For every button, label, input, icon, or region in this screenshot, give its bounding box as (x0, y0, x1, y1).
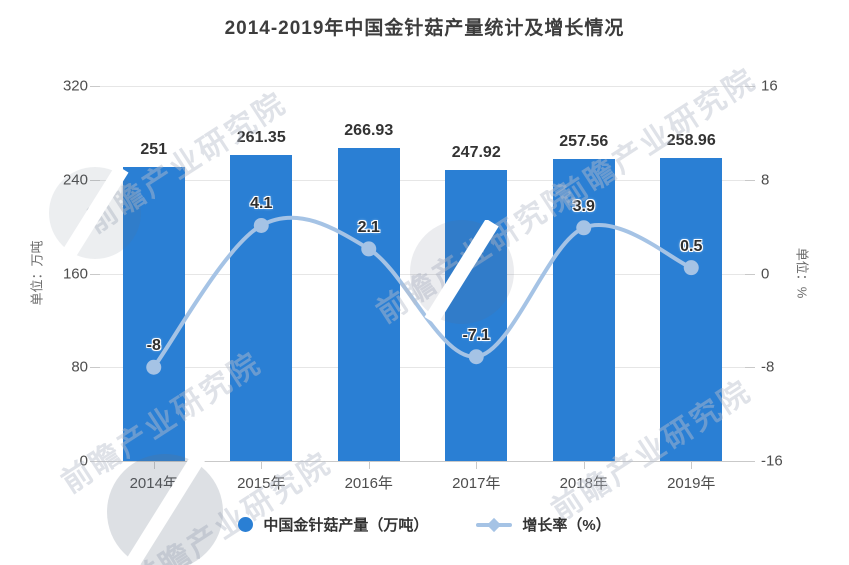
x-axis-category-label: 2018年 (559, 475, 608, 492)
bar-series-marker-icon (238, 517, 254, 532)
right-axis-tick-label: -8 (761, 358, 775, 376)
legend-label-growth-rate: 增长率（%） (522, 517, 611, 534)
right-axis-tick (745, 86, 755, 87)
left-axis-tick-label: 80 (71, 358, 88, 376)
growth-rate-line (152, 215, 693, 369)
legend-label-production: 中国金针菇产量（万吨） (263, 517, 429, 534)
gridline (100, 86, 745, 87)
left-axis-tick-label: 320 (62, 77, 88, 95)
left-axis-tick-label: 160 (62, 265, 88, 282)
x-axis-category-label: 2014年 (129, 475, 178, 492)
right-axis-title: 单位：% (794, 247, 810, 299)
left-axis-tick-label: 0 (79, 452, 88, 470)
growth-line-layer (146, 215, 699, 375)
line-value-label: 3.9 (572, 197, 595, 215)
production-bar (230, 154, 293, 461)
left-axis-tick (90, 273, 100, 275)
line-value-label: -8 (146, 337, 161, 355)
x-axis-category-label: 2016年 (344, 475, 393, 492)
growth-rate-point (683, 260, 699, 276)
growth-rate-point (576, 220, 592, 236)
growth-rate-point (361, 241, 377, 257)
right-axis-tick-label: 0 (761, 265, 770, 282)
left-axis-tick (90, 461, 100, 462)
growth-rate-point (253, 217, 269, 233)
right-axis-tick (745, 461, 755, 462)
growth-rate-point (468, 349, 484, 365)
x-axis-tick (476, 462, 478, 469)
left-axis-tick (90, 179, 100, 181)
x-axis-line (100, 461, 745, 462)
left-axis-tick-label: 240 (62, 171, 88, 189)
production-bar (660, 157, 723, 461)
x-axis-category-label: 2015年 (237, 475, 286, 492)
legend-item-production: 中国金针菇产量（万吨） (238, 514, 428, 535)
line-value-label: 2.1 (357, 218, 380, 236)
line-value-label: 0.5 (680, 237, 703, 255)
production-bar (337, 148, 400, 461)
right-axis-tick-label: -16 (761, 452, 783, 470)
bar-value-label: 261.35 (236, 128, 286, 146)
right-axis-tick-label: 8 (761, 171, 770, 189)
x-axis-tick (261, 462, 263, 469)
growth-rate-point (146, 359, 162, 375)
right-axis-tick (745, 273, 755, 275)
gridline (100, 367, 745, 369)
left-axis-tick (90, 367, 100, 369)
line-series-marker-icon (476, 517, 513, 532)
production-bar (552, 159, 615, 461)
bar-value-label: 257.56 (559, 133, 609, 151)
x-axis-tick (691, 462, 693, 469)
x-axis-category-label: 2017年 (452, 475, 501, 492)
chart-title: 2014-2019年中国金针菇产量统计及增长情况 (224, 18, 625, 39)
right-axis-tick (745, 367, 755, 369)
chart-legend: 中国金针菇产量（万吨） 增长率（%） (0, 514, 849, 535)
left-axis-tick (90, 86, 100, 87)
x-axis-tick (583, 462, 585, 469)
x-axis-category-label: 2019年 (667, 475, 716, 492)
right-axis-tick (745, 179, 755, 181)
production-bar (122, 166, 185, 461)
bar-value-label: 251 (140, 140, 168, 158)
gridline (100, 179, 745, 181)
line-value-label: 4.1 (250, 195, 273, 213)
line-value-label: -7.1 (462, 326, 491, 344)
right-axis-tick-label: 16 (761, 77, 778, 95)
bar-value-label: 266.93 (344, 122, 394, 140)
legend-item-growth-rate: 增长率（%） (476, 514, 611, 535)
bar-value-label: 258.96 (666, 131, 716, 149)
bar-value-label: 247.92 (451, 144, 501, 162)
gridline (100, 273, 745, 275)
diamond-marker-icon (487, 517, 502, 532)
x-axis-tick (368, 462, 370, 469)
